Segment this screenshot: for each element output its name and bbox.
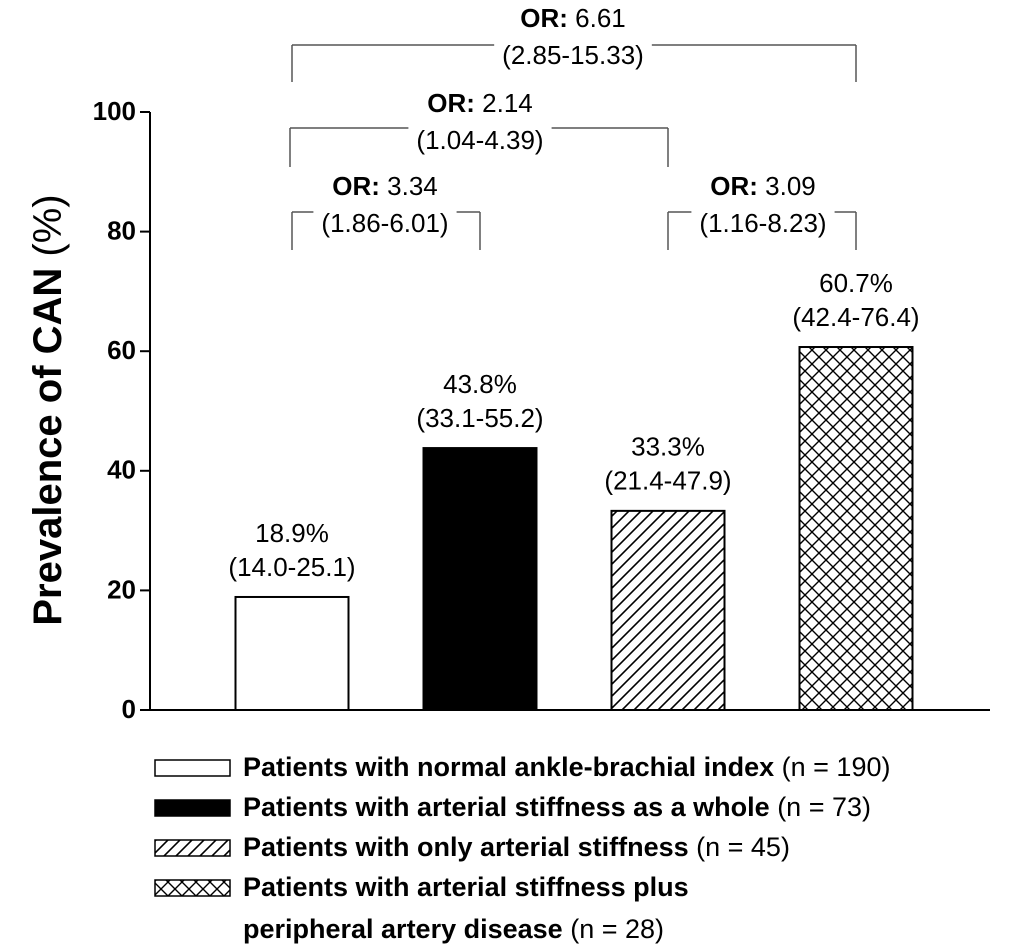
legend-swatch	[154, 759, 231, 777]
bar	[422, 447, 538, 711]
interval-label: (14.0-25.1)	[228, 552, 355, 582]
interval-label: (33.1-55.2)	[416, 403, 543, 433]
comparison-label: OR: 3.34	[332, 171, 438, 201]
or-label: OR:	[520, 3, 568, 33]
legend-name: Patients with only arterial stiffness	[243, 832, 689, 862]
legend-swatch	[154, 879, 231, 897]
comparison-ci: (1.16-8.23)	[699, 208, 826, 238]
legend-n: (n = 45)	[696, 832, 790, 862]
value-label: 33.3%	[631, 432, 705, 462]
comparison-label: OR: 3.09	[710, 171, 816, 201]
y-tick-label: 0	[122, 694, 136, 724]
comparison-label: OR: 6.61	[520, 3, 626, 33]
or-value: 6.61	[575, 3, 626, 33]
value-label: 18.9%	[255, 518, 329, 548]
legend-label: peripheral artery disease (n = 28)	[243, 914, 664, 944]
legend-swatch	[154, 839, 231, 857]
legend-swatch	[154, 799, 231, 817]
interval-label: (42.4-76.4)	[792, 302, 919, 332]
legend-name: peripheral artery disease	[243, 914, 563, 944]
bar	[234, 595, 350, 712]
or-value: 3.09	[765, 171, 816, 201]
comparison-ci: (2.85-15.33)	[502, 40, 644, 70]
comparison-ci: (1.86-6.01)	[321, 208, 448, 238]
legend-label: Patients with arterial stiffness as a wh…	[243, 792, 871, 822]
legend-name: Patients with arterial stiffness as a wh…	[243, 792, 770, 822]
y-axis-label-main: Prevalence of CAN	[26, 268, 70, 626]
y-axis-label: Prevalence of CAN (%)	[26, 194, 70, 625]
value-label: 43.8%	[443, 369, 517, 399]
comparison-ci: (1.04-4.39)	[416, 125, 543, 155]
legend-n: (n = 28)	[570, 914, 664, 944]
legend-name: Patients with arterial stiffness plus	[243, 872, 689, 902]
value-label: 60.7%	[819, 268, 893, 298]
bar	[610, 509, 726, 711]
or-value: 3.34	[387, 171, 438, 201]
legend-name: Patients with normal ankle-brachial inde…	[243, 752, 774, 782]
y-tick-label: 80	[107, 215, 136, 245]
interval-label: (21.4-47.9)	[604, 466, 731, 496]
or-label: OR:	[710, 171, 758, 201]
y-tick-label: 40	[107, 455, 136, 485]
legend-label: Patients with arterial stiffness plus	[243, 872, 689, 902]
y-tick-label: 60	[107, 335, 136, 365]
legend-label: Patients with only arterial stiffness (n…	[243, 832, 790, 862]
y-tick-label: 100	[93, 96, 136, 126]
legend-label: Patients with normal ankle-brachial inde…	[243, 752, 890, 782]
or-value: 2.14	[482, 88, 533, 118]
or-label: OR:	[332, 171, 380, 201]
bar	[798, 346, 914, 711]
y-axis-label-unit: (%)	[26, 194, 70, 256]
y-tick-label: 20	[107, 574, 136, 604]
comparison-label: OR: 2.14	[427, 88, 533, 118]
legend-n: (n = 73)	[777, 792, 871, 822]
legend-n: (n = 190)	[782, 752, 891, 782]
or-label: OR:	[427, 88, 475, 118]
